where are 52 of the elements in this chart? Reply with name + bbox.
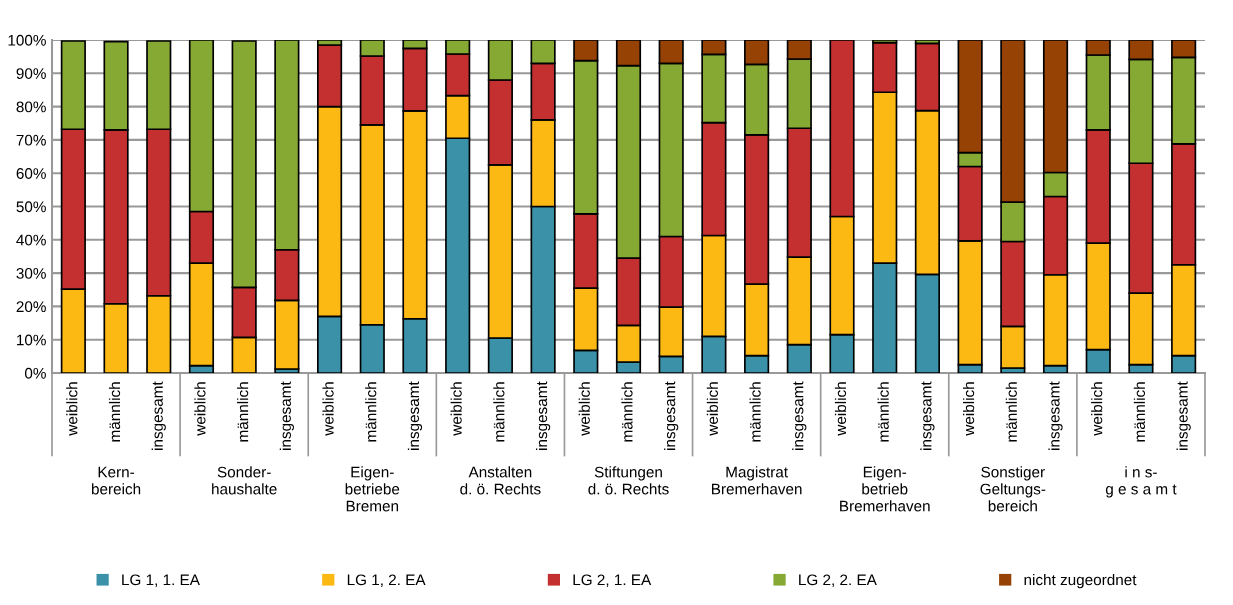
text: Sonder- haushalte	[212, 466, 277, 495]
x-tick-label: männlich	[877, 382, 889, 442]
x-tick-label: männlich	[1133, 382, 1146, 442]
y-tick-label: 20%	[16, 301, 46, 313]
y-tick-label: 90%	[16, 68, 46, 79]
x-tick-label: weiblich	[66, 382, 78, 436]
x-tick-label: männlich	[108, 382, 121, 442]
legend-label: LG 1, 1. EA	[122, 574, 200, 588]
x-tick-label: insgesamt	[407, 381, 423, 450]
y-tick-label: 60%	[16, 168, 46, 179]
y-tick-label: 100%	[8, 34, 46, 46]
x-tick-label: insgesamt	[792, 381, 807, 450]
y-tick-label: 70%	[16, 134, 46, 146]
y-tick-label: 40%	[16, 234, 46, 246]
x-tick-label: insgesamt	[1048, 381, 1063, 450]
legend-label: LG 2, 2. EA	[799, 574, 877, 588]
text: Eigen- betriebe Bremen	[345, 466, 400, 512]
x-tick-label: insgesamt	[1176, 381, 1191, 450]
y-tick-label: 10%	[17, 334, 46, 346]
x-tick-label: männlich	[621, 382, 633, 442]
x-tick-label: weiblich	[450, 382, 462, 436]
x-tick-label: insgesamt	[920, 381, 935, 450]
x-tick-label: weiblich	[578, 382, 590, 436]
y-tick-label: 0%	[24, 367, 46, 379]
x-tick-label: insgesamt	[279, 381, 294, 450]
text: Sonstiger Geltungs- bereich	[980, 466, 1046, 512]
x-tick-label: weiblich	[1091, 382, 1103, 436]
x-tick-label: weiblich	[834, 382, 847, 436]
text: Anstalten d. ö. Rechts	[460, 466, 541, 495]
x-tick-label: weiblich	[322, 382, 334, 436]
x-tick-label: männlich	[493, 382, 505, 442]
x-tick-label: männlich	[749, 382, 761, 442]
x-tick-label: weiblich	[963, 382, 975, 436]
x-tick-label: weiblich	[194, 382, 206, 436]
x-tick-label: insgesamt	[151, 381, 166, 450]
x-tick-label: männlich	[365, 382, 377, 442]
text: i n s- g e s a m t	[1105, 466, 1177, 498]
text: Magistrat Bremerhaven	[712, 466, 802, 495]
y-tick-label: 50%	[16, 201, 46, 213]
x-tick-label: insgesamt	[535, 381, 551, 450]
legend-label: LG 2, 1. EA	[573, 574, 652, 588]
x-tick-label: insgesamt	[664, 381, 679, 450]
y-tick-label: 80%	[16, 101, 46, 113]
text: Kern- bereich	[91, 466, 141, 495]
x-tick-label: männlich	[1005, 382, 1017, 442]
x-tick-label: männlich	[237, 382, 249, 442]
legend-label: LG 1, 2. EA	[347, 574, 426, 588]
legend-label: nicht zugeordnet	[1024, 573, 1137, 589]
text: Eigen- betrieb Bremerhaven	[840, 466, 930, 512]
x-tick-label: weiblich	[706, 382, 719, 436]
text: Stiftungen d. ö. Rechts	[588, 466, 669, 495]
y-tick-label: 30%	[16, 267, 46, 279]
